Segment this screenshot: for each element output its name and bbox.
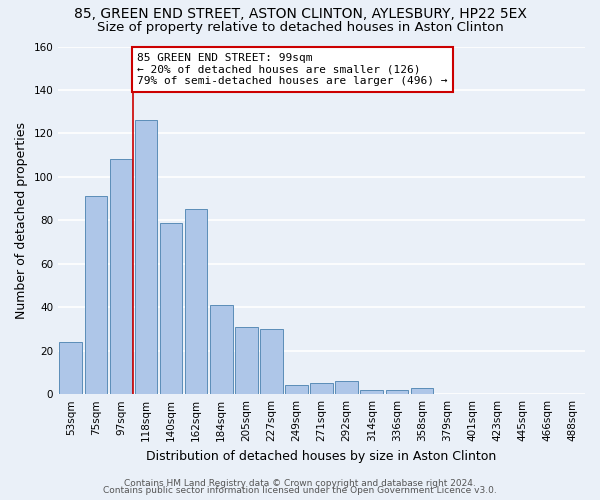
Text: 85 GREEN END STREET: 99sqm
← 20% of detached houses are smaller (126)
79% of sem: 85 GREEN END STREET: 99sqm ← 20% of deta…	[137, 53, 448, 86]
Bar	[335, 381, 358, 394]
Bar	[110, 160, 132, 394]
Text: 85, GREEN END STREET, ASTON CLINTON, AYLESBURY, HP22 5EX: 85, GREEN END STREET, ASTON CLINTON, AYL…	[74, 8, 526, 22]
Bar	[85, 196, 107, 394]
Bar	[310, 384, 333, 394]
Bar	[410, 388, 433, 394]
Text: Contains HM Land Registry data © Crown copyright and database right 2024.: Contains HM Land Registry data © Crown c…	[124, 478, 476, 488]
Bar	[160, 222, 182, 394]
Bar	[235, 327, 257, 394]
Bar	[260, 329, 283, 394]
Bar	[361, 390, 383, 394]
Bar	[386, 390, 408, 394]
Bar	[134, 120, 157, 394]
Text: Size of property relative to detached houses in Aston Clinton: Size of property relative to detached ho…	[97, 21, 503, 34]
Bar	[285, 386, 308, 394]
Y-axis label: Number of detached properties: Number of detached properties	[15, 122, 28, 319]
Bar	[59, 342, 82, 394]
Text: Contains public sector information licensed under the Open Government Licence v3: Contains public sector information licen…	[103, 486, 497, 495]
Bar	[210, 305, 233, 394]
Bar	[185, 210, 208, 394]
X-axis label: Distribution of detached houses by size in Aston Clinton: Distribution of detached houses by size …	[146, 450, 497, 462]
